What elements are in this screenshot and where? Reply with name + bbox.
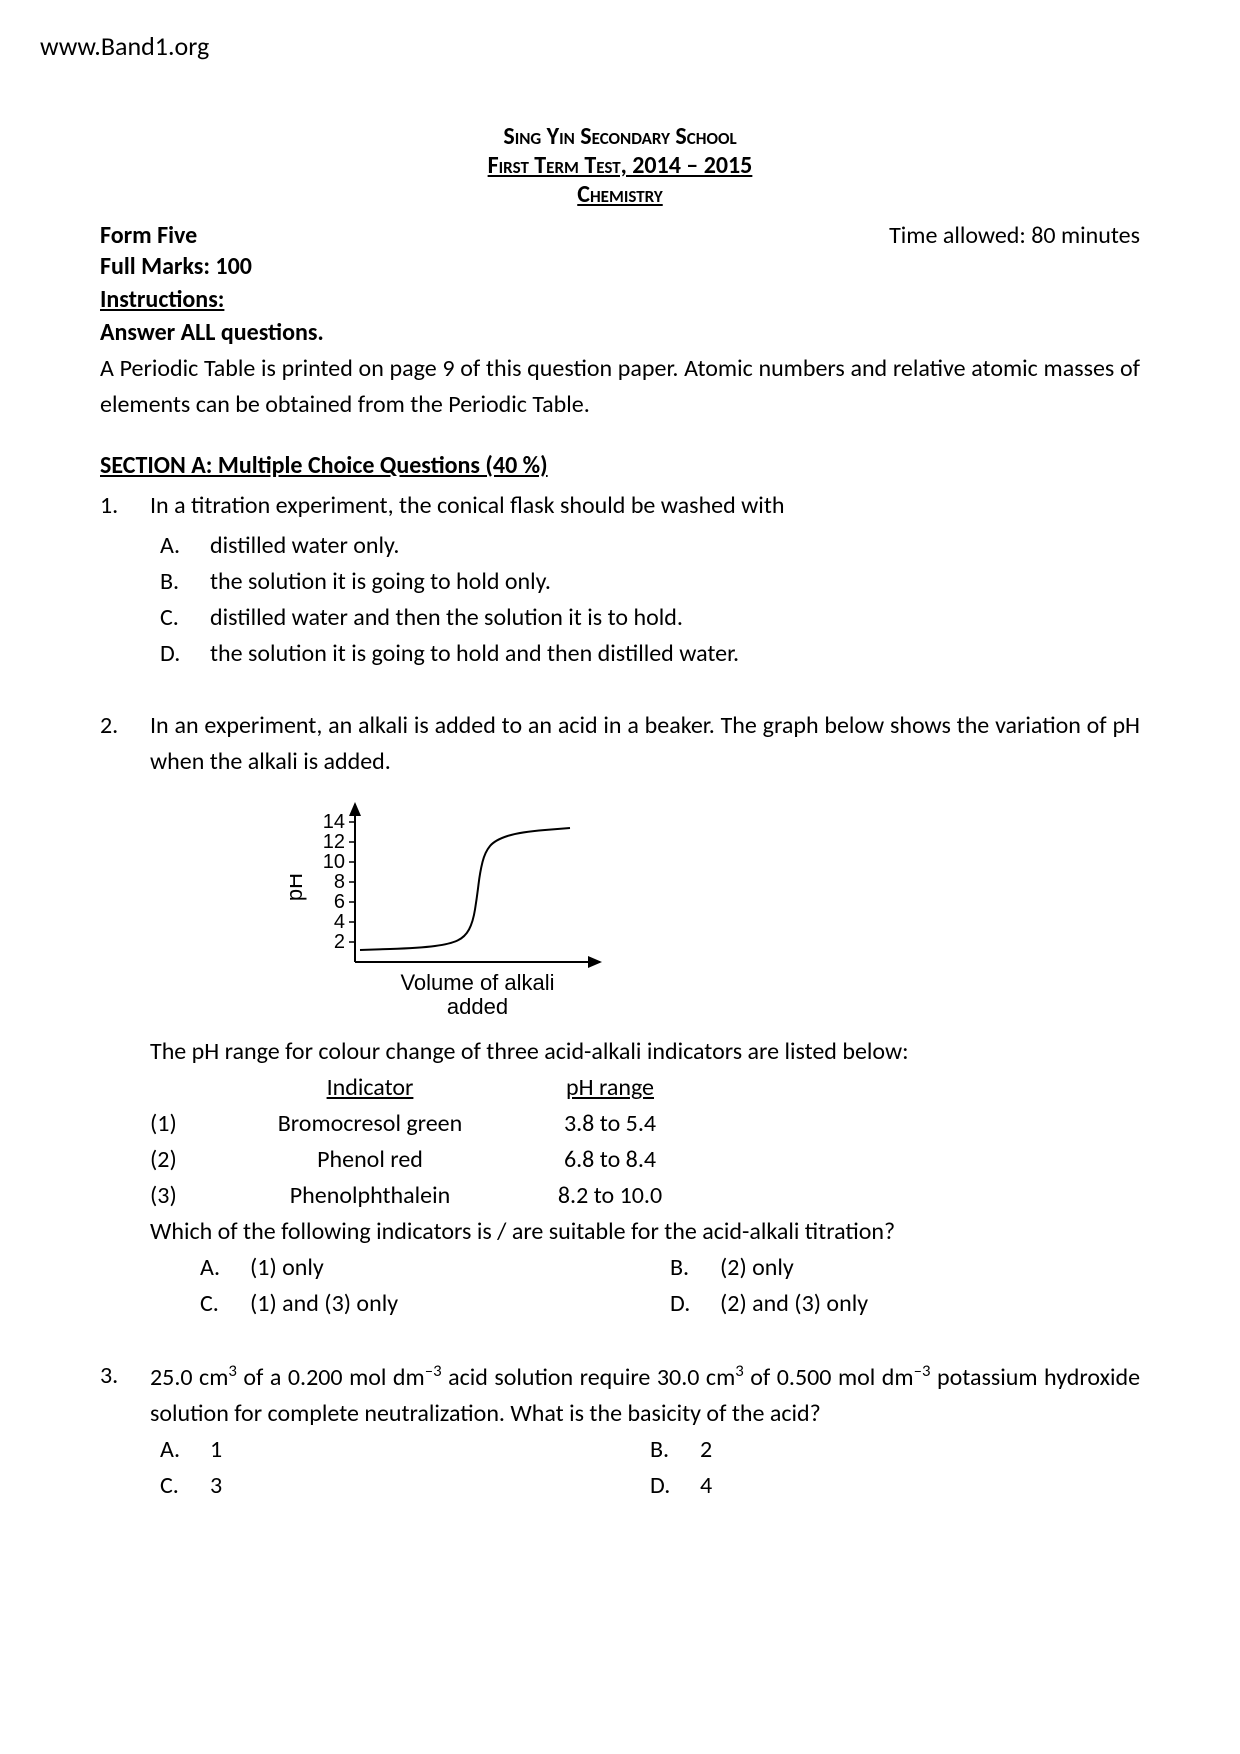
q2-choice-c: C. (1) and (3) only bbox=[200, 1286, 670, 1322]
q2-subquestion: Which of the following indicators is / a… bbox=[150, 1214, 1140, 1250]
question-3: 3. 25.0 cm3 of a 0.200 mol dm–3 acid sol… bbox=[100, 1358, 1140, 1504]
row-num: (3) bbox=[150, 1178, 230, 1214]
question-1: 1. In a titration experiment, the conica… bbox=[100, 488, 1140, 672]
choice-text: 3 bbox=[210, 1468, 222, 1504]
row-range: 3.8 to 5.4 bbox=[510, 1106, 710, 1142]
row-range: 6.8 to 8.4 bbox=[510, 1142, 710, 1178]
svg-text:2: 2 bbox=[334, 931, 345, 953]
row-name: Bromocresol green bbox=[230, 1106, 510, 1142]
q1-choice-d: D. the solution it is going to hold and … bbox=[160, 636, 1140, 672]
q3-choice-b: B. 2 bbox=[650, 1432, 1140, 1468]
choice-text: distilled water only. bbox=[210, 528, 399, 564]
q3-choice-a: A. 1 bbox=[160, 1432, 650, 1468]
choice-text: distilled water and then the solution it… bbox=[210, 600, 683, 636]
answer-all: Answer ALL questions. bbox=[100, 318, 1140, 347]
row-num: (1) bbox=[150, 1106, 230, 1142]
choice-letter: A. bbox=[160, 528, 210, 564]
table-header-range: pH range bbox=[510, 1070, 710, 1106]
q1-choice-b: B. the solution it is going to hold only… bbox=[160, 564, 1140, 600]
periodic-note: A Periodic Table is printed on page 9 of… bbox=[100, 351, 1140, 423]
q1-stem: In a titration experiment, the conical f… bbox=[150, 488, 1140, 524]
school-name: Sing Yin Secondary School bbox=[100, 122, 1140, 151]
test-title: First Term Test, 2014 – 2015 bbox=[100, 151, 1140, 180]
q3-stem: 25.0 cm3 of a 0.200 mol dm–3 acid soluti… bbox=[150, 1358, 1140, 1432]
time-allowed: Time allowed: 80 minutes bbox=[889, 221, 1140, 250]
q2-choice-a: A. (1) only bbox=[200, 1250, 670, 1286]
exam-header: Sing Yin Secondary School First Term Tes… bbox=[100, 122, 1140, 209]
q2-choice-b: B. (2) only bbox=[670, 1250, 1140, 1286]
chart-svg: 2468101214 pH Volume of alkaliadded bbox=[290, 792, 610, 1022]
row-name: Phenol red bbox=[230, 1142, 510, 1178]
svg-text:Volume of alkali: Volume of alkali bbox=[400, 970, 554, 995]
choice-text: the solution it is going to hold only. bbox=[210, 564, 551, 600]
ph-chart: 2468101214 pH Volume of alkaliadded bbox=[290, 792, 1140, 1022]
choice-text: (1) and (3) only bbox=[250, 1286, 398, 1322]
svg-text:8: 8 bbox=[334, 871, 345, 893]
q1-choice-c: C. distilled water and then the solution… bbox=[160, 600, 1140, 636]
watermark-url: www.Band1.org bbox=[40, 30, 1140, 62]
q3-choice-d: D. 4 bbox=[650, 1468, 1140, 1504]
choice-letter: A. bbox=[160, 1432, 210, 1468]
choice-letter: C. bbox=[200, 1286, 250, 1322]
subject: Chemistry bbox=[100, 180, 1140, 209]
choice-text: (2) and (3) only bbox=[720, 1286, 868, 1322]
question-2: 2. In an experiment, an alkali is added … bbox=[100, 708, 1140, 1322]
svg-text:12: 12 bbox=[323, 831, 345, 853]
choice-text: the solution it is going to hold and the… bbox=[210, 636, 739, 672]
choice-text: 1 bbox=[210, 1432, 222, 1468]
instructions-label: Instructions: bbox=[100, 285, 1140, 314]
row-num: (2) bbox=[150, 1142, 230, 1178]
q2-choice-d: D. (2) and (3) only bbox=[670, 1286, 1140, 1322]
q3-number: 3. bbox=[100, 1358, 150, 1432]
row-name: Phenolphthalein bbox=[230, 1178, 510, 1214]
info-row-1: Form Five Time allowed: 80 minutes bbox=[100, 221, 1140, 250]
choice-letter: B. bbox=[160, 564, 210, 600]
svg-text:10: 10 bbox=[323, 851, 345, 873]
choice-letter: D. bbox=[650, 1468, 700, 1504]
choice-letter: B. bbox=[650, 1432, 700, 1468]
form-level: Form Five bbox=[100, 221, 197, 250]
svg-text:4: 4 bbox=[334, 911, 345, 933]
choice-text: (1) only bbox=[250, 1250, 324, 1286]
choice-text: (2) only bbox=[720, 1250, 794, 1286]
q2-stem: In an experiment, an alkali is added to … bbox=[150, 708, 1140, 780]
svg-text:14: 14 bbox=[323, 811, 345, 833]
table-header-indicator: Indicator bbox=[230, 1070, 510, 1106]
svg-text:pH: pH bbox=[290, 873, 307, 901]
full-marks: Full Marks: 100 bbox=[100, 252, 1140, 281]
svg-text:added: added bbox=[447, 994, 508, 1019]
indicator-table: Indicator pH range (1) Bromocresol green… bbox=[150, 1070, 1140, 1214]
row-range: 8.2 to 10.0 bbox=[510, 1178, 710, 1214]
choice-letter: C. bbox=[160, 1468, 210, 1504]
q1-choice-a: A. distilled water only. bbox=[160, 528, 1140, 564]
choice-text: 4 bbox=[700, 1468, 712, 1504]
table-row: (3) Phenolphthalein 8.2 to 10.0 bbox=[150, 1178, 1140, 1214]
table-row: (2) Phenol red 6.8 to 8.4 bbox=[150, 1142, 1140, 1178]
table-row: (1) Bromocresol green 3.8 to 5.4 bbox=[150, 1106, 1140, 1142]
choice-letter: C. bbox=[160, 600, 210, 636]
section-a-heading: SECTION A: Multiple Choice Questions (40… bbox=[100, 451, 1140, 480]
q3-choice-c: C. 3 bbox=[160, 1468, 650, 1504]
choice-letter: D. bbox=[670, 1286, 720, 1322]
choice-letter: D. bbox=[160, 636, 210, 672]
exam-page: www.Band1.org Sing Yin Secondary School … bbox=[0, 0, 1240, 1754]
choice-letter: B. bbox=[670, 1250, 720, 1286]
q2-number: 2. bbox=[100, 708, 150, 1322]
choice-letter: A. bbox=[200, 1250, 250, 1286]
choice-text: 2 bbox=[700, 1432, 712, 1468]
svg-text:6: 6 bbox=[334, 891, 345, 913]
q1-number: 1. bbox=[100, 488, 150, 524]
indicator-intro: The pH range for colour change of three … bbox=[150, 1034, 1140, 1070]
